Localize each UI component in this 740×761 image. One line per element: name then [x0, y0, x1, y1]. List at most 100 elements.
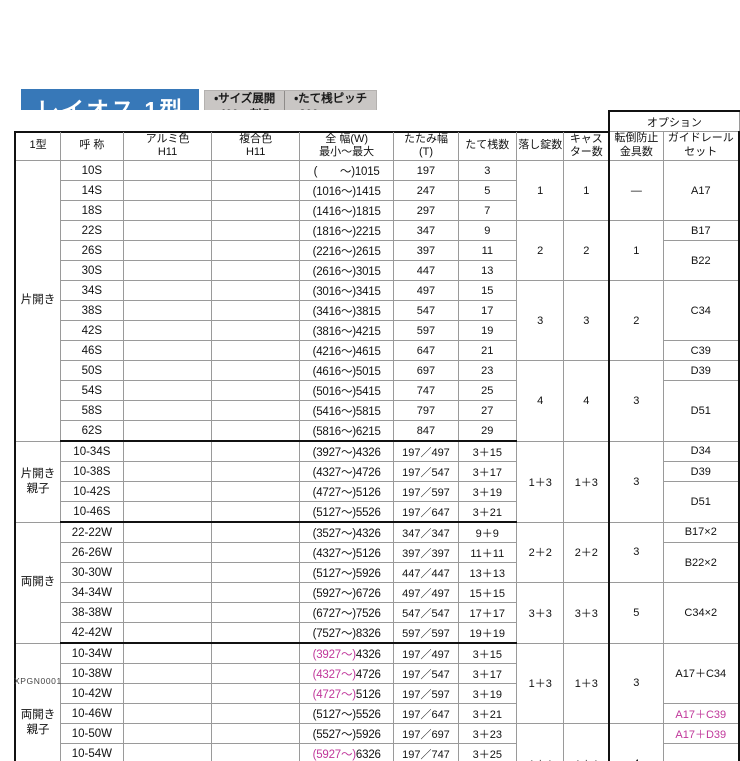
header-caster-line1: キャス: [569, 132, 603, 145]
row-drop-lock-count: 2＋2: [516, 521, 565, 583]
row-total-width-min: (4327～): [312, 668, 357, 681]
row-vertical-bars: 17＋17: [457, 602, 518, 623]
row-total-width-max: 6326: [355, 748, 381, 761]
row-fold-width: 597／597: [393, 622, 459, 644]
row-caster-count: 3＋3: [563, 582, 610, 644]
row-alumi-color: [122, 481, 213, 502]
row-vertical-bars: 11: [457, 240, 518, 261]
row-vertical-bars: 13＋13: [457, 562, 518, 583]
row-vertical-bars: 3＋21: [457, 501, 518, 523]
row-name: 30-30W: [60, 562, 124, 583]
row-alumi-color: [122, 180, 213, 201]
row-caster-count: 1＋3: [563, 642, 610, 724]
row-composite-color: [211, 220, 300, 241]
row-category: 片開き: [14, 160, 62, 442]
table-row: 42S (3816～)4215 597 19: [15, 320, 739, 341]
row-guide-rail-set: D51: [662, 481, 740, 523]
row-caster-count: 1＋3: [563, 440, 610, 523]
row-composite-color: [211, 300, 300, 321]
row-fold-width: 497: [393, 280, 459, 301]
table-row: 42-42W (7527～)8326 597／597 19＋19: [15, 622, 739, 644]
row-fold-width: 497／497: [393, 582, 459, 603]
table-row: 18S (1416～)1815 297 7: [15, 200, 739, 221]
table-row: 片開き 親子 10-34S (3927～)4326 197／497 3＋15 1＋3 1＋3 3…: [14, 440, 740, 523]
row-total-width-min: (4727～): [312, 688, 357, 701]
row-total-width-min: (5527～): [312, 728, 357, 741]
row-guide-rail-set: D39: [662, 360, 740, 381]
row-caster-count: 3: [563, 280, 610, 361]
row-fold-width: 197／697: [393, 723, 459, 744]
table-row: 62S (5816～)6215 847 29: [15, 420, 739, 442]
row-vertical-bars: 3＋17: [457, 663, 518, 684]
row-alumi-color: [122, 622, 213, 644]
row-fold-width: 447／447: [393, 562, 459, 583]
row-fold-width: 347: [393, 220, 459, 241]
row-drop-lock-count: 3＋3: [516, 582, 565, 644]
row-name: 10-38S: [60, 461, 124, 482]
row-composite-color: [211, 420, 300, 442]
row-vertical-bars: 23: [457, 360, 518, 381]
row-composite-color: [211, 440, 300, 462]
row-total-width: (5816～)6215: [298, 420, 395, 442]
row-total-width: (3016～)3415: [298, 280, 395, 301]
row-fold-width: 197／497: [393, 642, 459, 664]
header-drop-lock-line1: 落し錠数: [518, 139, 563, 152]
row-vertical-bars: 19＋19: [457, 622, 518, 644]
row-guide-rail-set: B17×2: [662, 521, 740, 543]
row-name: 42-42W: [60, 622, 124, 644]
row-composite-color: [211, 542, 300, 563]
row-alumi-color: [122, 562, 213, 583]
row-name: 18S: [60, 200, 124, 221]
row-total-width: (5927～)6726: [298, 582, 395, 603]
row-fold-width: 397: [393, 240, 459, 261]
row-vertical-bars: 3＋25: [457, 743, 518, 761]
row-alumi-color: [122, 300, 213, 321]
row-drop-lock-count: 1＋3: [516, 642, 565, 724]
row-total-width: (4327～)5126: [298, 542, 395, 563]
row-composite-color: [211, 400, 300, 421]
row-name: 62S: [60, 420, 124, 442]
row-total-width: (3527～)4326: [298, 521, 395, 543]
row-total-width-max: 4726: [355, 668, 381, 681]
row-total-width-min: (3927～): [312, 648, 357, 661]
row-alumi-color: [122, 220, 213, 241]
row-total-width: (3927～)4326: [298, 440, 395, 462]
row-vertical-bars: 7: [457, 200, 518, 221]
row-category-line2: 親子: [26, 482, 50, 495]
header-alumi-color-line2: H11: [157, 146, 178, 159]
table-row: 58S (5416～)5815 797 27: [15, 400, 739, 421]
row-vertical-bars: 3＋19: [457, 683, 518, 704]
table-row: 14S (1016～)1415 247 5: [15, 180, 739, 201]
row-alumi-color: [122, 461, 213, 482]
row-fold-width: 197／597: [393, 683, 459, 704]
row-vertical-bars: 25: [457, 380, 518, 401]
header-vertical-bars: たて桟数: [457, 130, 518, 161]
row-total-width: (3927～)4326: [298, 642, 395, 664]
row-drop-lock-count: 1: [516, 160, 565, 221]
row-alumi-color: [122, 683, 213, 704]
row-alumi-color: [122, 340, 213, 361]
header-alumi-color-line1: アルミ色: [145, 132, 190, 145]
row-alumi-color: [122, 582, 213, 603]
row-total-width: (5416～)5815: [298, 400, 395, 421]
row-name: 10-34S: [60, 440, 124, 462]
row-total-width: (4327～)4726: [298, 461, 395, 482]
row-total-width-max: 5926: [355, 728, 381, 741]
row-vertical-bars: 5: [457, 180, 518, 201]
row-name: 10-38W: [60, 663, 124, 684]
row-composite-color: [211, 260, 300, 281]
header-vertical-bars-line1: たて桟数: [465, 139, 510, 152]
row-name: 10S: [60, 160, 124, 181]
row-composite-color: [211, 481, 300, 502]
specification-table: オプション 1型呼 称アルミ色 H11 複合色 H11 全 幅(W) 最小～最大 たたみ幅 (T…: [14, 110, 740, 761]
row-guide-rail-set: A17＋C39: [662, 703, 740, 724]
row-name: 22-22W: [60, 521, 124, 543]
row-alumi-color: [122, 703, 213, 724]
row-composite-color: [211, 703, 300, 724]
row-fold-width: 797: [393, 400, 459, 421]
row-name: 26-26W: [60, 542, 124, 563]
row-alumi-color: [122, 240, 213, 261]
header-composite-color-line2: H11: [245, 146, 266, 159]
row-fold-width: 197／747: [393, 743, 459, 761]
row-fold-width: 247: [393, 180, 459, 201]
